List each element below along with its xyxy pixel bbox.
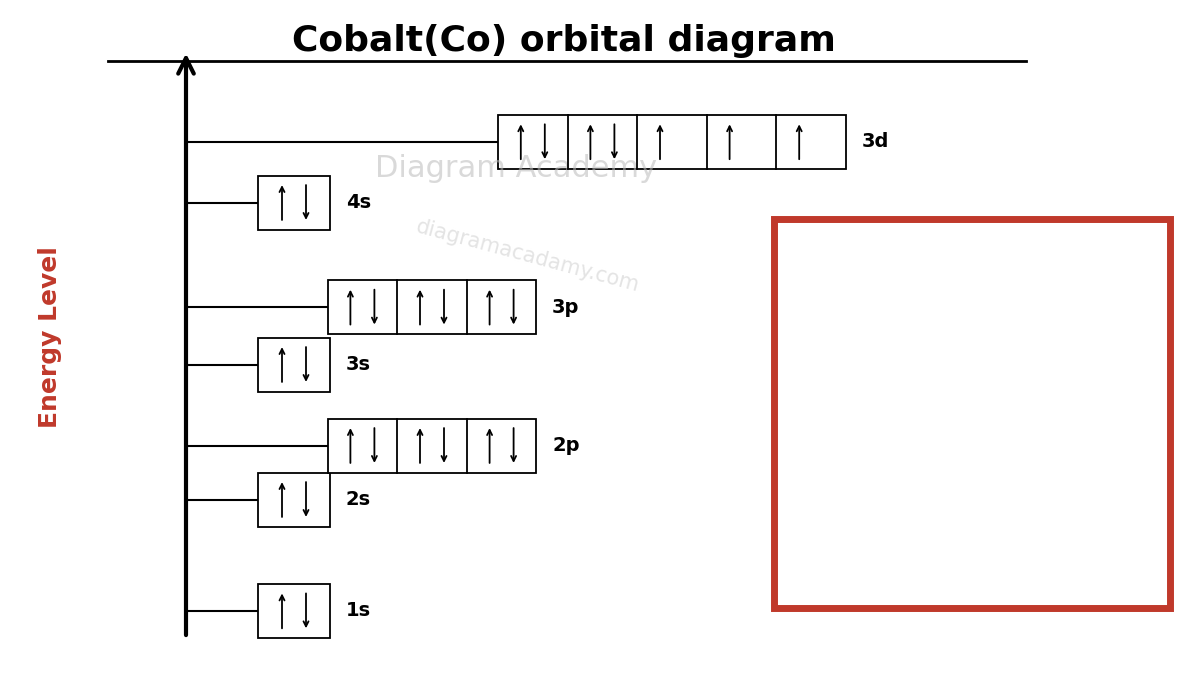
Bar bbox=[258, 338, 330, 392]
Text: 58,933: 58,933 bbox=[1085, 234, 1153, 253]
Text: Cobalt: Cobalt bbox=[938, 562, 1006, 582]
Text: 3p: 3p bbox=[552, 298, 580, 317]
Bar bbox=[328, 280, 536, 334]
Bar bbox=[258, 176, 330, 230]
Bar bbox=[498, 115, 846, 169]
Text: 2s: 2s bbox=[346, 490, 371, 509]
Text: Energy Level: Energy Level bbox=[38, 246, 62, 429]
Bar bbox=[258, 472, 330, 526]
Text: 1s: 1s bbox=[346, 601, 371, 620]
Bar bbox=[774, 219, 1170, 608]
Bar bbox=[328, 418, 536, 472]
Text: 4s: 4s bbox=[346, 193, 371, 212]
Text: 27: 27 bbox=[791, 234, 816, 253]
Bar bbox=[258, 584, 330, 638]
Text: Diagram Academy: Diagram Academy bbox=[374, 155, 658, 183]
Text: diagramacadamy.com: diagramacadamy.com bbox=[414, 217, 642, 296]
Text: 2p: 2p bbox=[552, 436, 580, 455]
Text: 3s: 3s bbox=[346, 355, 371, 374]
Text: Co: Co bbox=[899, 344, 1045, 452]
Text: Cobalt(Co) orbital diagram: Cobalt(Co) orbital diagram bbox=[292, 24, 836, 57]
Text: 3d: 3d bbox=[862, 132, 889, 151]
